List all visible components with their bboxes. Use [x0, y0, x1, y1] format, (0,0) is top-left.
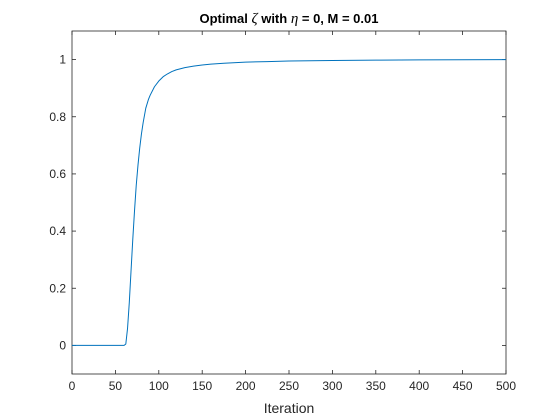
y-tick-label: 0.8	[49, 110, 66, 124]
title-middle: with	[258, 11, 291, 26]
axes-box	[71, 30, 507, 375]
y-tick-label: 0.4	[49, 224, 66, 238]
title-eta-symbol: η	[291, 11, 298, 27]
x-tick-label: 100	[149, 379, 169, 393]
x-tick-label: 350	[366, 379, 386, 393]
series-line	[72, 59, 507, 346]
x-tick-label: 400	[409, 379, 429, 393]
x-tick-label: 300	[322, 379, 342, 393]
x-axis-label: Iteration	[264, 400, 315, 416]
x-tick-label: 50	[109, 379, 123, 393]
x-tick-label: 450	[453, 379, 473, 393]
plot-area: 0 50 100 150 200 250 300 350 400 450 500 0 0.2 0.4 0.6…	[49, 30, 516, 393]
y-tick-label: 0	[59, 338, 66, 352]
x-tick-label: 200	[236, 379, 256, 393]
title-prefix: Optimal	[200, 11, 252, 26]
y-tick-label: 0.2	[49, 281, 66, 295]
title-zeta-symbol: ζ	[252, 11, 259, 27]
chart-title: Optimal ζ with η = 0, M = 0.01	[200, 11, 379, 27]
x-tick-label: 0	[69, 379, 76, 393]
title-suffix: = 0, M = 0.01	[298, 11, 378, 26]
y-tick-label: 1	[59, 53, 66, 67]
y-tick-label: 0.6	[49, 167, 66, 181]
x-tick-label: 250	[279, 379, 299, 393]
x-tick-label: 500	[496, 379, 516, 393]
x-tick-label: 150	[192, 379, 212, 393]
